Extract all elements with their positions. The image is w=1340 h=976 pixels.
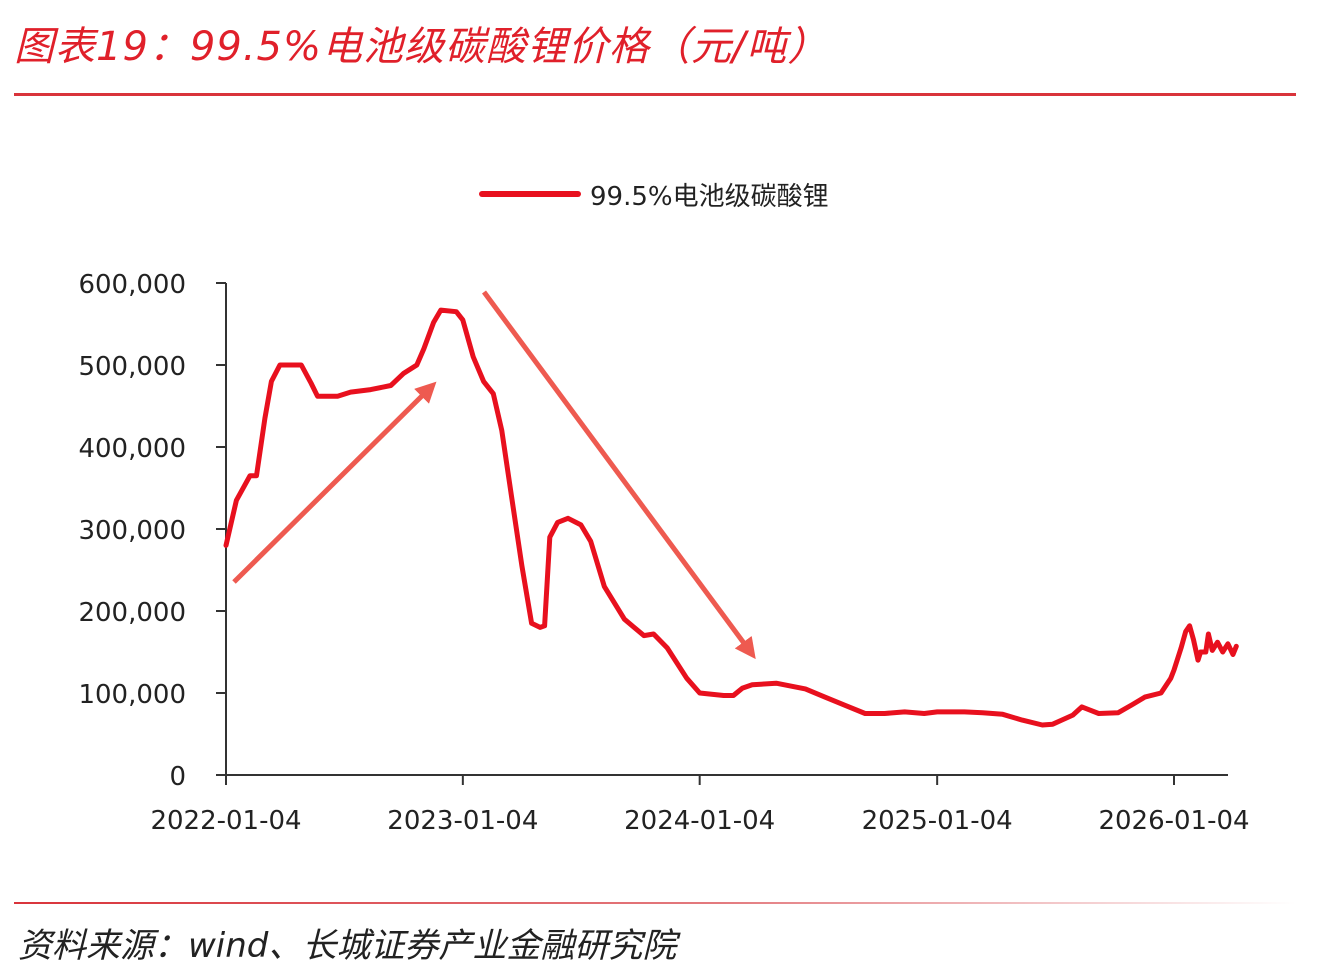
y-tick-label: 500,000 bbox=[78, 352, 186, 382]
trend-arrows bbox=[232, 290, 756, 660]
line-chart: 99.5%电池级碳酸锂 0 100,000 200,000 300,000 400,00… bbox=[78, 182, 1250, 836]
y-tick-label: 200,000 bbox=[78, 598, 186, 628]
legend-label: 99.5%电池级碳酸锂 bbox=[590, 182, 829, 212]
x-tick-label: 2024-01-04 bbox=[624, 806, 775, 836]
y-tick-label: 400,000 bbox=[78, 434, 186, 464]
x-axis: 2022-01-04 2023-01-04 2024-01-04 2025-01-04… bbox=[150, 774, 1250, 836]
y-tick-label: 300,000 bbox=[78, 516, 186, 546]
x-tick-label: 2023-01-04 bbox=[387, 806, 538, 836]
x-tick-label: 2026-01-04 bbox=[1098, 806, 1249, 836]
x-tick-label: 2022-01-04 bbox=[150, 806, 301, 836]
series-layer bbox=[223, 307, 1239, 728]
y-axis: 0 100,000 200,000 300,000 400,000 500,000 600,… bbox=[78, 270, 227, 792]
y-tick-label: 100,000 bbox=[78, 680, 186, 710]
trend-arrow-down bbox=[481, 290, 756, 660]
footer-divider bbox=[14, 902, 1296, 904]
legend: 99.5%电池级碳酸锂 bbox=[479, 182, 829, 212]
source-note: 资料来源：wind、长城证券产业金融研究院 bbox=[18, 926, 677, 966]
price-series-line bbox=[223, 307, 1239, 728]
title-divider bbox=[14, 93, 1296, 96]
x-tick-label: 2025-01-04 bbox=[862, 806, 1013, 836]
y-tick-label: 600,000 bbox=[78, 270, 186, 300]
trend-arrow-up bbox=[232, 381, 437, 584]
y-tick-label: 0 bbox=[169, 762, 186, 792]
chart-title: 图表19：99.5%电池级碳酸锂价格（元/吨） bbox=[14, 24, 829, 70]
